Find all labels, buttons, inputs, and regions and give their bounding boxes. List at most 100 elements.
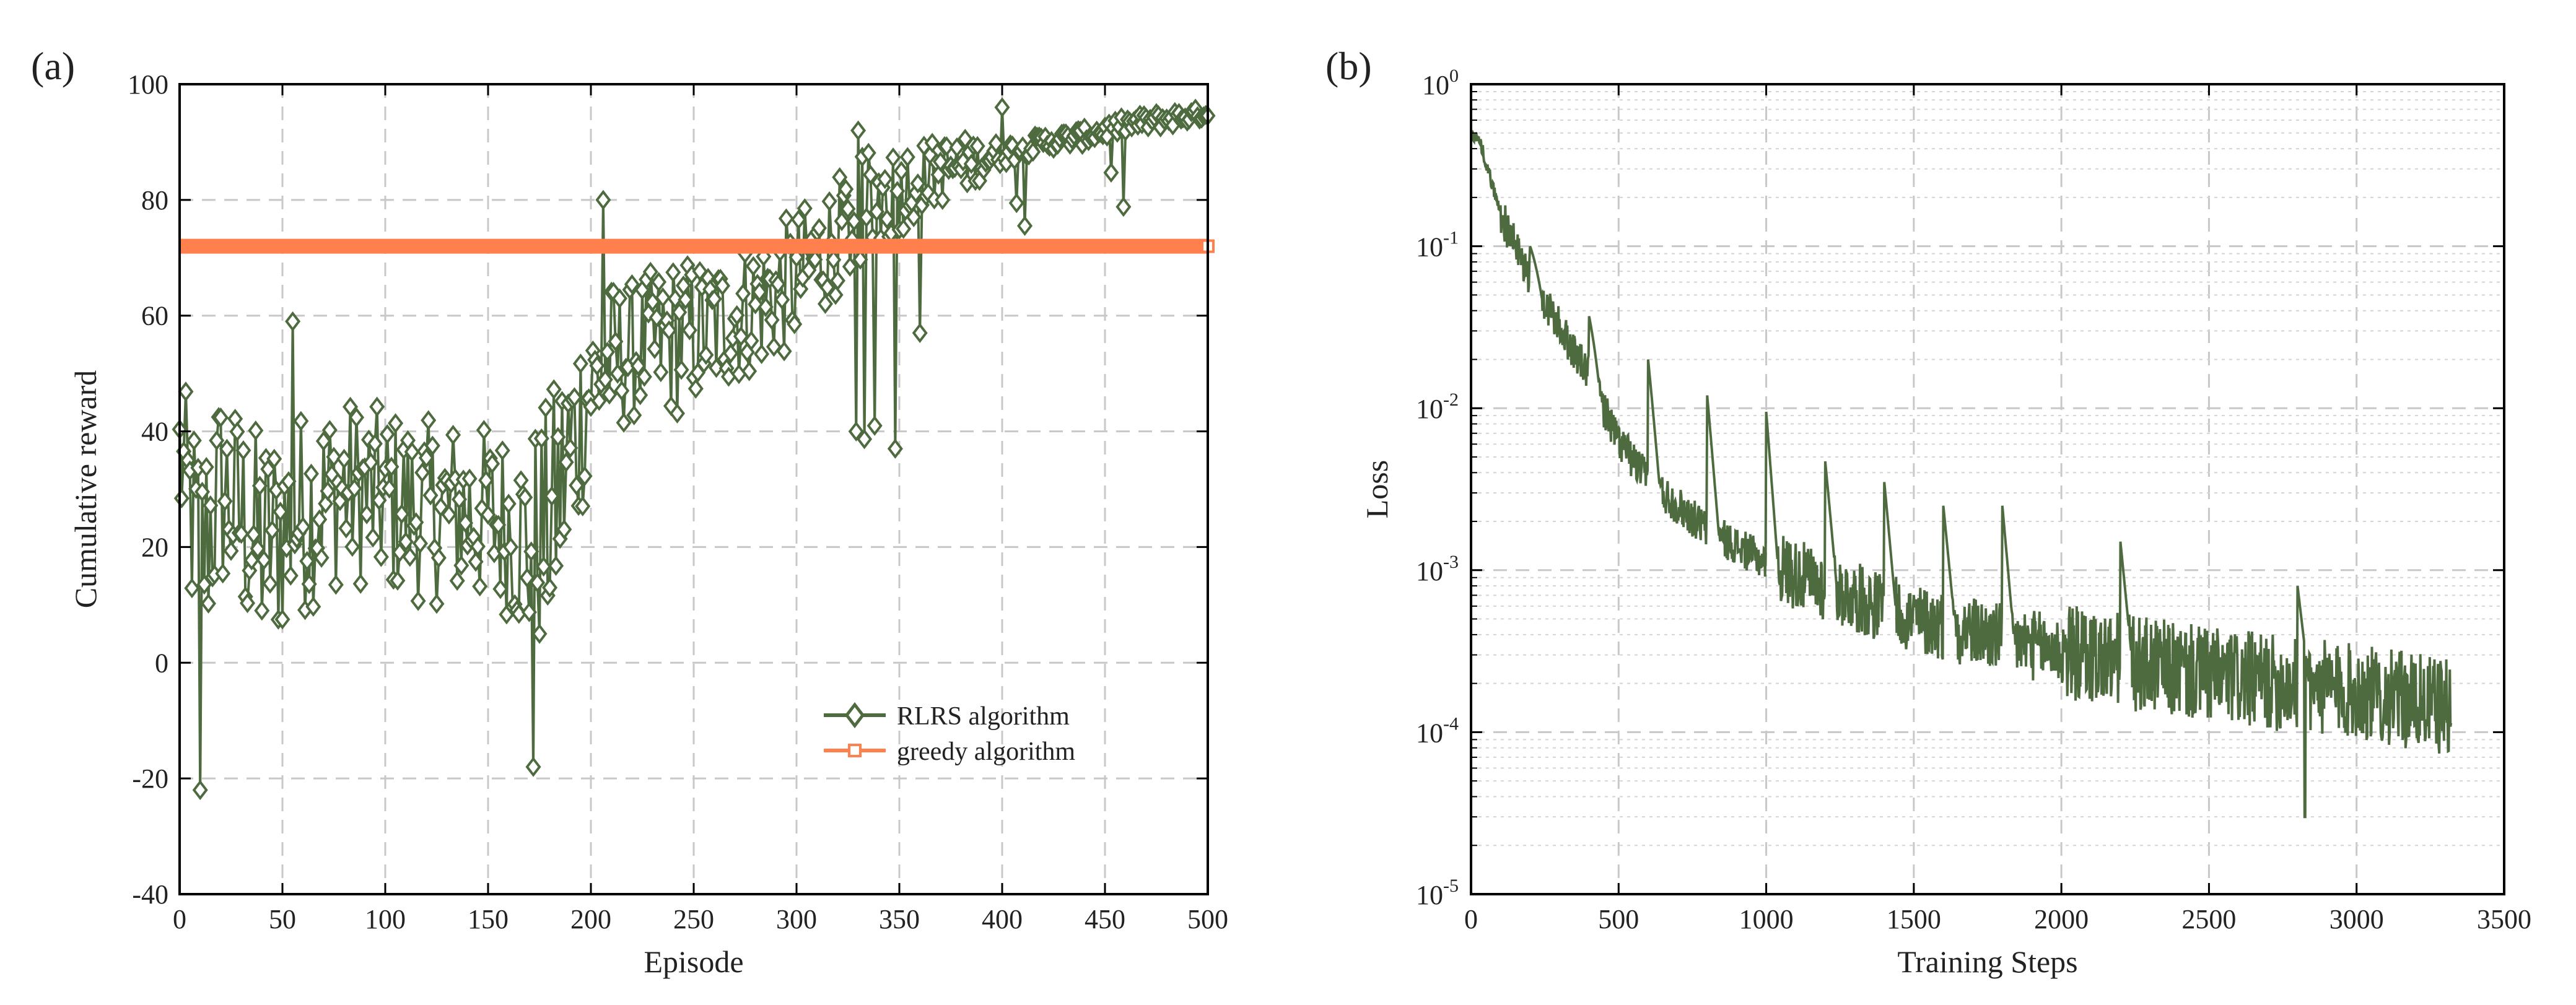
rlrs-point xyxy=(826,250,842,270)
rlrs-point xyxy=(264,520,280,541)
panel-b-ylabel: Loss xyxy=(1360,460,1394,518)
xtick-label: 100 xyxy=(365,904,406,934)
xtick-label: 3000 xyxy=(2329,904,2384,934)
panel-a-ylabel: Cumulative reward xyxy=(68,370,103,609)
rlrs-point xyxy=(525,757,541,777)
ytick-label: 10-4 xyxy=(1416,713,1459,748)
rlrs-point xyxy=(266,448,282,469)
rlrs-point xyxy=(829,270,845,291)
rlrs-point xyxy=(819,277,836,298)
rlrs-point xyxy=(778,208,794,229)
rlrs-point xyxy=(192,780,208,801)
rlrs-point xyxy=(648,307,665,328)
rlrs-point xyxy=(1025,141,1041,162)
rlrs-point xyxy=(412,533,428,554)
ytick-label: 100 xyxy=(1422,66,1459,100)
rlrs-point xyxy=(521,602,537,622)
rlrs-point xyxy=(846,211,862,232)
rlrs-point xyxy=(558,452,574,472)
rlrs-point xyxy=(924,133,940,154)
rlrs-point xyxy=(906,207,922,227)
rlrs-point xyxy=(860,142,876,163)
ytick-label: 10-5 xyxy=(1416,876,1459,910)
rlrs-point xyxy=(624,274,640,295)
rlrs-point xyxy=(303,463,320,484)
rlrs-point xyxy=(285,311,301,332)
rlrs-point xyxy=(616,412,632,433)
rlrs-point xyxy=(321,420,338,440)
rlrs-point xyxy=(932,151,948,172)
rlrs-point xyxy=(530,572,546,593)
rlrs-point xyxy=(910,173,926,194)
rlrs-point xyxy=(678,289,694,310)
rlrs-point xyxy=(669,403,685,424)
panel-a: (a) 0 50 100 150 200 250 300 350 400 450 500-40-20… xyxy=(31,44,1228,979)
rlrs-point xyxy=(326,446,342,468)
rlrs-point xyxy=(343,396,359,417)
rlrs-point xyxy=(577,466,593,487)
panel-b-grid xyxy=(1471,84,2504,894)
rlrs-point xyxy=(429,593,445,614)
rlrs-point xyxy=(242,560,258,581)
ytick-label: -20 xyxy=(132,764,168,794)
rlrs-point xyxy=(301,573,317,594)
rlrs-point xyxy=(546,379,562,400)
xtick-label: 1000 xyxy=(1739,904,1794,934)
rlrs-point xyxy=(1103,162,1119,183)
rlrs-point xyxy=(834,211,850,232)
rlrs-point xyxy=(743,331,759,351)
rlrs-point xyxy=(383,456,399,477)
rlrs-point xyxy=(912,323,928,344)
rlrs-point xyxy=(774,289,790,310)
rlrs-point xyxy=(698,344,714,365)
legend-greedy-label: greedy algorithm xyxy=(897,737,1075,766)
rlrs-point xyxy=(449,570,465,591)
rlrs-point xyxy=(692,261,708,282)
rlrs-point xyxy=(421,410,437,430)
rlrs-point xyxy=(382,478,398,499)
legend-greedy-square-icon xyxy=(848,744,862,757)
ytick-label: 80 xyxy=(141,185,168,215)
rlrs-point xyxy=(857,429,873,450)
rlrs-point xyxy=(733,326,749,347)
rlrs-point xyxy=(408,512,424,533)
rlrs-point xyxy=(630,355,646,376)
rlrs-point xyxy=(404,442,420,463)
xtick-label: 300 xyxy=(776,904,817,934)
panel-b-loss-line xyxy=(1470,128,2453,819)
xtick-label: 2500 xyxy=(2181,904,2236,934)
xtick-label: 3500 xyxy=(2477,904,2531,934)
rlrs-point xyxy=(867,415,883,436)
rlrs-point xyxy=(320,481,336,502)
rlrs-point xyxy=(827,284,844,305)
rlrs-point xyxy=(949,137,965,158)
rlrs-point xyxy=(430,547,447,568)
rlrs-point xyxy=(484,453,500,474)
legend-rlrs-label: RLRS algorithm xyxy=(897,702,1070,731)
rlrs-point xyxy=(433,497,449,518)
rlrs-point xyxy=(636,367,652,387)
rlrs-point xyxy=(550,427,566,448)
rlrs-point xyxy=(994,97,1010,118)
rlrs-point xyxy=(572,353,588,374)
rlrs-point xyxy=(338,518,354,539)
rlrs-point xyxy=(642,261,658,282)
panel-b-frame xyxy=(1470,83,2505,895)
rlrs-point xyxy=(821,191,837,212)
rlrs-point xyxy=(468,551,484,572)
rlrs-point xyxy=(877,168,893,189)
rlrs-point xyxy=(889,181,906,201)
rlrs-point xyxy=(811,217,827,238)
rlrs-point xyxy=(281,471,297,492)
ytick-label: -40 xyxy=(132,879,168,910)
rlrs-point xyxy=(899,147,915,167)
rlrs-point xyxy=(632,385,648,406)
xtick-label: 1500 xyxy=(1887,904,1941,934)
rlrs-point xyxy=(896,219,912,239)
rlrs-point xyxy=(533,428,549,449)
ytick-label: 60 xyxy=(141,301,168,331)
panel-b-ticks: 0 500 1000 1500 2000 2500 3000 3500 10-5 10-4 10-3… xyxy=(1416,66,2531,934)
rlrs-point xyxy=(363,452,379,472)
xtick-label: 0 xyxy=(173,904,186,934)
rlrs-point xyxy=(879,209,895,229)
